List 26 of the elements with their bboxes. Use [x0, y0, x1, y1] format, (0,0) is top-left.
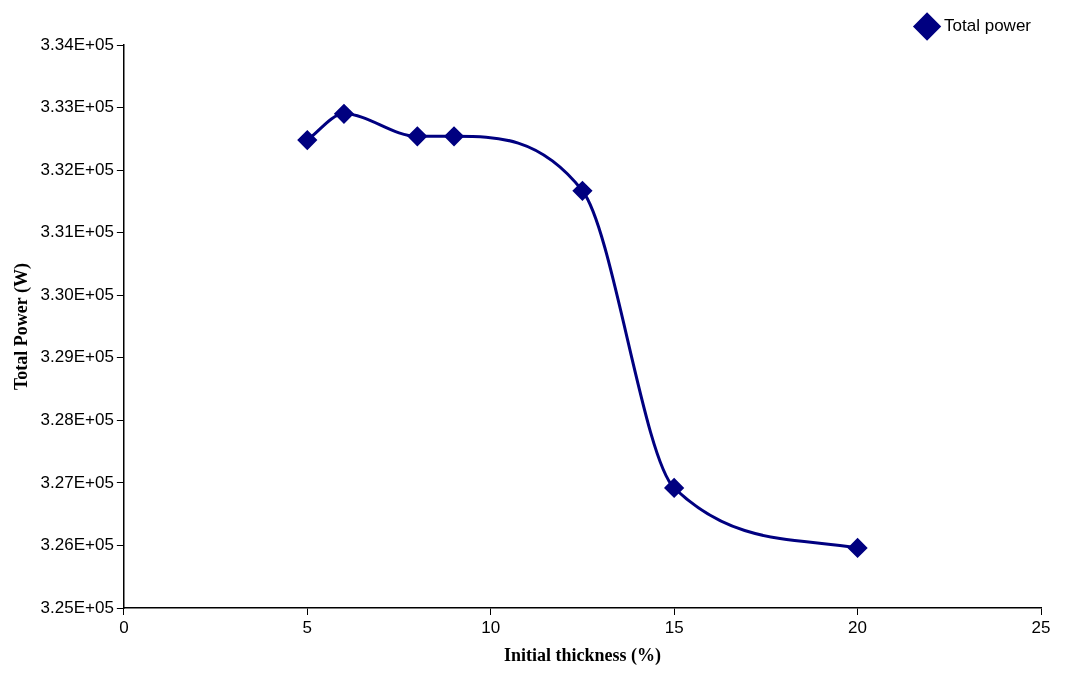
- y-tick-label: 3.31E+05: [40, 222, 114, 242]
- point: [444, 126, 464, 146]
- point: [334, 104, 354, 124]
- x-tick-label: 10: [481, 617, 501, 637]
- y-tick-label: 3.30E+05: [40, 284, 114, 304]
- x-axis-title: Initial thickness (%): [503, 644, 661, 666]
- point: [664, 478, 684, 498]
- x-tick-label: 25: [1031, 617, 1051, 637]
- point: [407, 126, 427, 146]
- y-tick-label: 3.34E+05: [40, 34, 114, 54]
- y-axis-title: Total Power (W): [11, 263, 33, 390]
- y-tick-label: 3.28E+05: [40, 410, 114, 430]
- x-tick-label: 0: [119, 617, 129, 637]
- y-tick-label: 3.25E+05: [40, 597, 114, 617]
- point: [297, 130, 317, 150]
- y-tick-label: 3.26E+05: [40, 535, 114, 555]
- y-tick-label: 3.29E+05: [40, 347, 114, 367]
- point: [572, 181, 592, 201]
- y-tick-label: 3.32E+05: [40, 159, 114, 179]
- point: [848, 538, 868, 558]
- x-tick-label: 5: [302, 617, 313, 637]
- y-tick-label: 3.27E+05: [40, 472, 114, 492]
- legend-label: Total power: [944, 16, 1032, 36]
- x-tick-label: 20: [848, 617, 868, 637]
- x-tick-label: 15: [664, 617, 684, 637]
- y-tick-label: 3.33E+05: [40, 97, 114, 117]
